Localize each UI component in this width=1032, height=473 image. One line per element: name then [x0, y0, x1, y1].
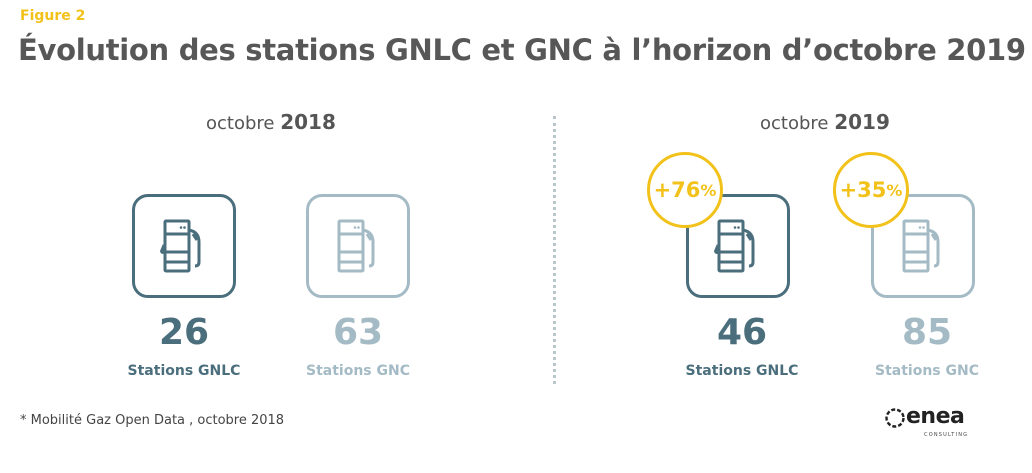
period-heading-2019: octobre 2019	[760, 110, 890, 134]
badge-sign: +	[653, 178, 672, 202]
badge-value: 35	[857, 178, 887, 202]
fuel-pump-icon	[902, 219, 940, 273]
period-year: 2018	[280, 110, 336, 134]
gnlc-2018-card	[132, 194, 236, 298]
gnc-2019-label: Stations GNC	[875, 363, 979, 379]
badge-sign: +	[839, 178, 858, 202]
period-year: 2019	[834, 110, 890, 134]
logo-word: enea	[906, 404, 965, 429]
gnlc-2019-label: Stations GNLC	[685, 363, 799, 379]
logo-ring-icon	[885, 408, 905, 428]
enea-logo: enea CONSULTING	[884, 402, 994, 442]
gnc-2018-label: Stations GNC	[306, 363, 410, 379]
fuel-pump-drop-icon	[160, 219, 201, 273]
fuel-pump-icon	[337, 219, 375, 273]
logo-subtitle: CONSULTING	[924, 432, 969, 438]
gnlc-2018-label: Stations GNLC	[127, 363, 241, 379]
fuel-pump-drop-icon	[714, 219, 755, 273]
gnlc-2019-value: 46	[716, 312, 768, 353]
divider	[553, 116, 556, 384]
figure-label: Figure 2	[20, 8, 86, 24]
period-heading-2018: octobre 2018	[206, 110, 336, 134]
period-month: octobre	[760, 113, 829, 134]
badge-unit: %	[700, 180, 717, 200]
gnc-2019-value: 85	[901, 312, 953, 353]
period-month: octobre	[206, 113, 275, 134]
gnc-2018-value: 63	[332, 312, 384, 353]
gnlc-growth-badge: +76%	[647, 152, 723, 228]
badge-unit: %	[886, 180, 903, 200]
footnote: * Mobilité Gaz Open Data , octobre 2018	[20, 413, 285, 428]
gnc-growth-badge: +35%	[833, 152, 909, 228]
gnlc-2018-value: 26	[158, 312, 210, 353]
gnc-2018-card	[306, 194, 410, 298]
badge-value: 76	[671, 178, 701, 202]
page-title: Évolution des stations GNLC et GNC à l’h…	[18, 33, 1026, 67]
